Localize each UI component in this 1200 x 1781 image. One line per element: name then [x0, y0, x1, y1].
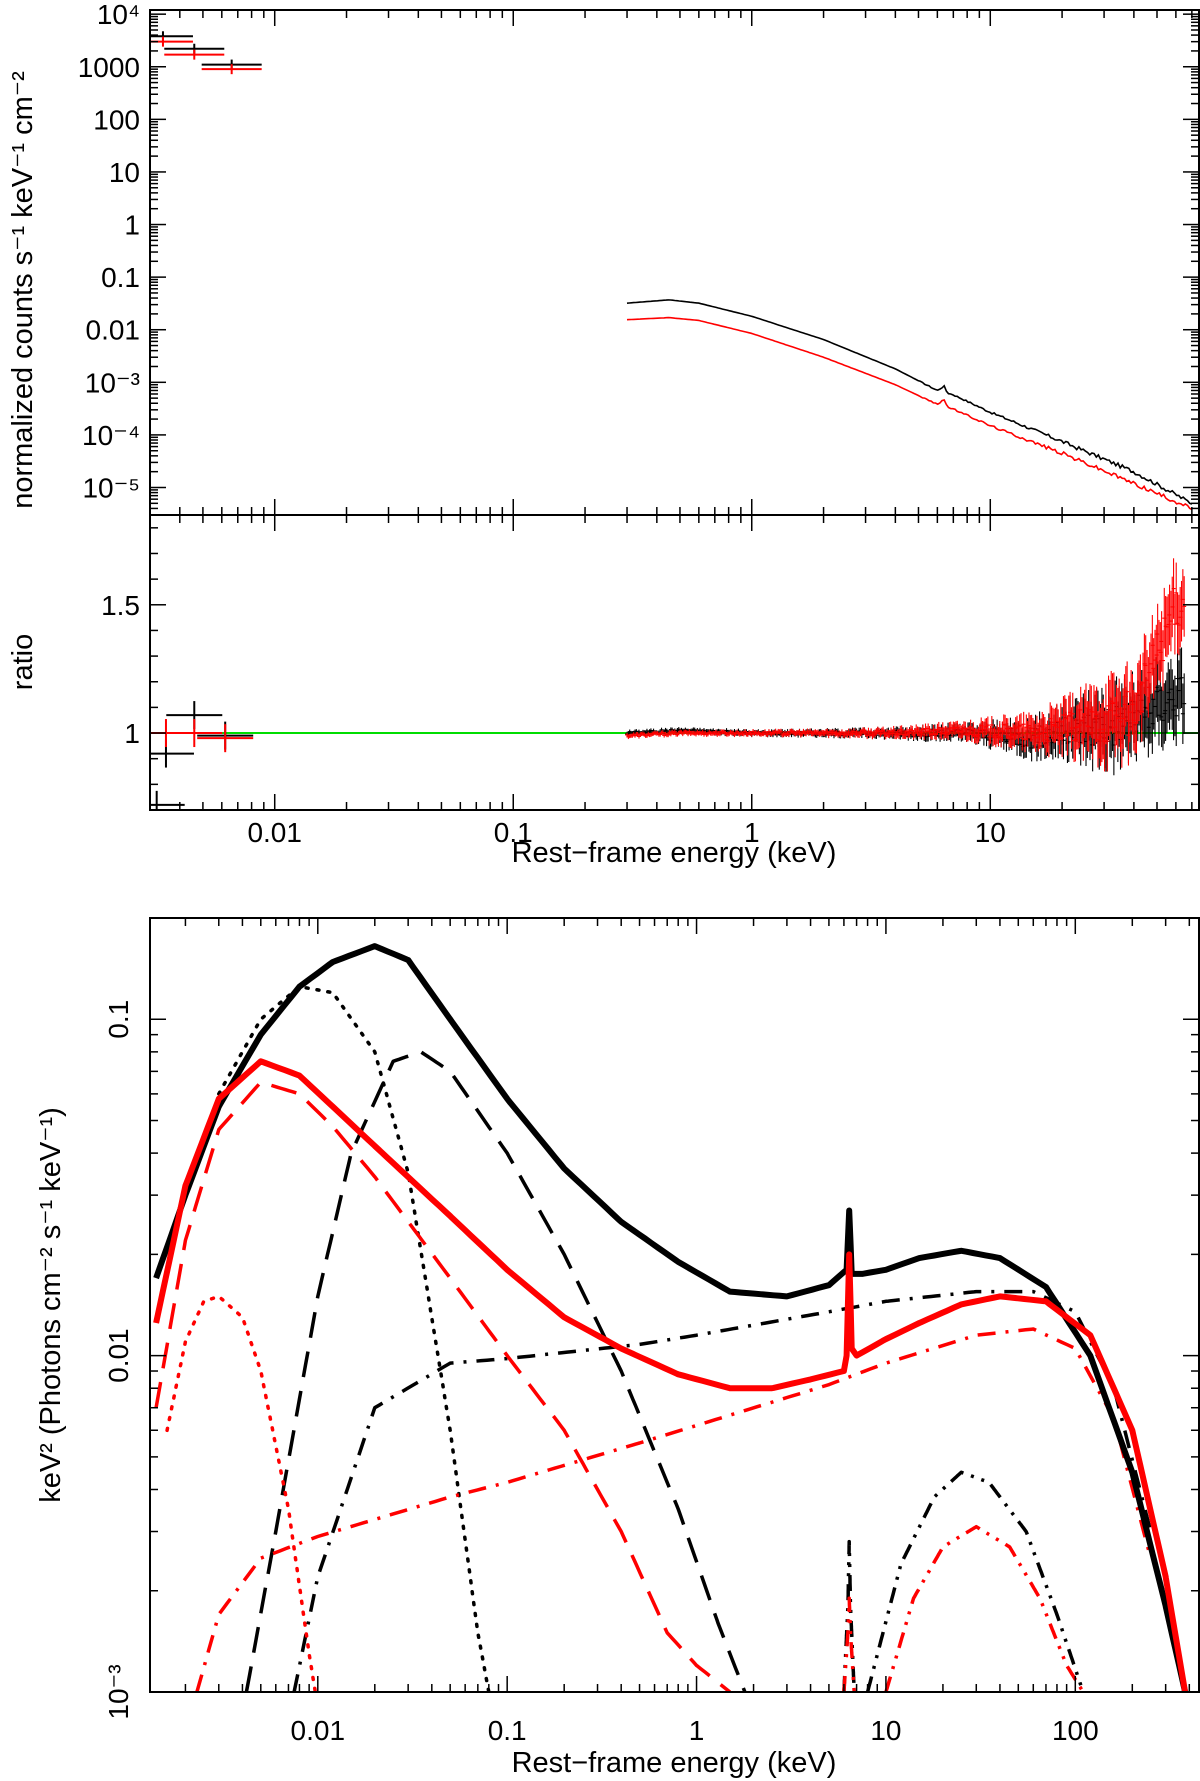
- data-1-spectrum-line: [626, 299, 1193, 505]
- reflection-2-curve: [884, 1524, 1085, 1692]
- powerlaw-1-curve: [292, 1289, 1153, 1692]
- top-y-tick-label: 100: [93, 104, 140, 135]
- model-y-tick-label: 10⁻³: [103, 1664, 134, 1719]
- fe-line-1-curve: [842, 1539, 856, 1692]
- reflection-1-curve: [865, 1470, 1085, 1692]
- model-panel-xlabel: Rest−frame energy (keV): [512, 1747, 837, 1779]
- ratio-y-tick-label: 1: [124, 718, 140, 749]
- model-panel-ylabel: keV² (Photons cm⁻² s⁻¹ keV⁻¹): [35, 1107, 67, 1503]
- disk-hard-2-curve: [154, 1080, 731, 1692]
- top-y-tick-label: 10⁻⁵: [82, 473, 140, 504]
- top-y-tick-label: 10⁴: [97, 0, 140, 30]
- powerlaw-2-curve: [195, 1327, 1153, 1692]
- top-panel-ylabel: normalized counts s⁻¹ keV⁻¹ cm⁻²: [7, 71, 39, 509]
- disk-soft-2-curve: [165, 1294, 318, 1692]
- top-y-tick-label: 0.01: [86, 315, 141, 346]
- model-panel-plot-area: [153, 943, 1189, 1692]
- top-y-tick-label: 0.1: [101, 262, 140, 293]
- ratio-x-tick-label: 0.1: [494, 817, 533, 848]
- ratio-panel-frame: [149, 514, 1200, 811]
- data-2-spectrum-line: [626, 316, 1193, 511]
- model-y-tick-label: 0.01: [103, 1328, 134, 1383]
- ratio-x-tick-label: 0.01: [247, 817, 302, 848]
- top-y-tick-label: 10: [109, 157, 140, 188]
- data-1-series: [150, 31, 1193, 505]
- fe-line-2-curve: [842, 1596, 856, 1692]
- model-x-tick-label: 100: [1052, 1715, 1099, 1746]
- top-panel-frame: [149, 9, 1200, 516]
- top-y-tick-label: 1000: [78, 52, 140, 83]
- ratio-y-tick-label: 1.5: [101, 590, 140, 621]
- model-x-tick-label: 1: [689, 1715, 705, 1746]
- model-panel-frame: [149, 917, 1200, 1693]
- model-x-tick-label: 0.1: [488, 1715, 527, 1746]
- ratio-panel-xlabel: Rest−frame energy (keV): [512, 837, 837, 869]
- data-2-series: [150, 36, 1193, 511]
- total-1-curve: [153, 943, 1189, 1692]
- top-y-tick-label: 10⁻³: [85, 367, 140, 398]
- top-y-tick-label: 10⁻⁴: [82, 420, 140, 451]
- model-x-tick-label: 0.01: [291, 1715, 346, 1746]
- ratio-x-tick-label: 1: [744, 817, 760, 848]
- tick-labels: 10⁴ 1000 100 10 1 0.1 0.01 10⁻³ 10⁻⁴ 10⁻⁵ 1 1.5 0.01…: [78, 0, 1099, 1746]
- disk-soft-1-curve: [217, 984, 491, 1692]
- axis-ticks: [149, 10, 1199, 1693]
- ratio-panel-plot-area: [150, 558, 1199, 810]
- disk-hard-1-curve: [244, 1050, 747, 1692]
- top-panel-plot-area: [150, 31, 1193, 511]
- ratio-x-tick-label: 10: [975, 817, 1006, 848]
- ratio-panel-ylabel: ratio: [7, 634, 39, 690]
- total-2-curve: [153, 1058, 1189, 1692]
- top-y-tick-label: 1: [124, 210, 140, 241]
- model-y-tick-label: 0.1: [103, 1000, 134, 1039]
- model-x-tick-label: 10: [870, 1715, 901, 1746]
